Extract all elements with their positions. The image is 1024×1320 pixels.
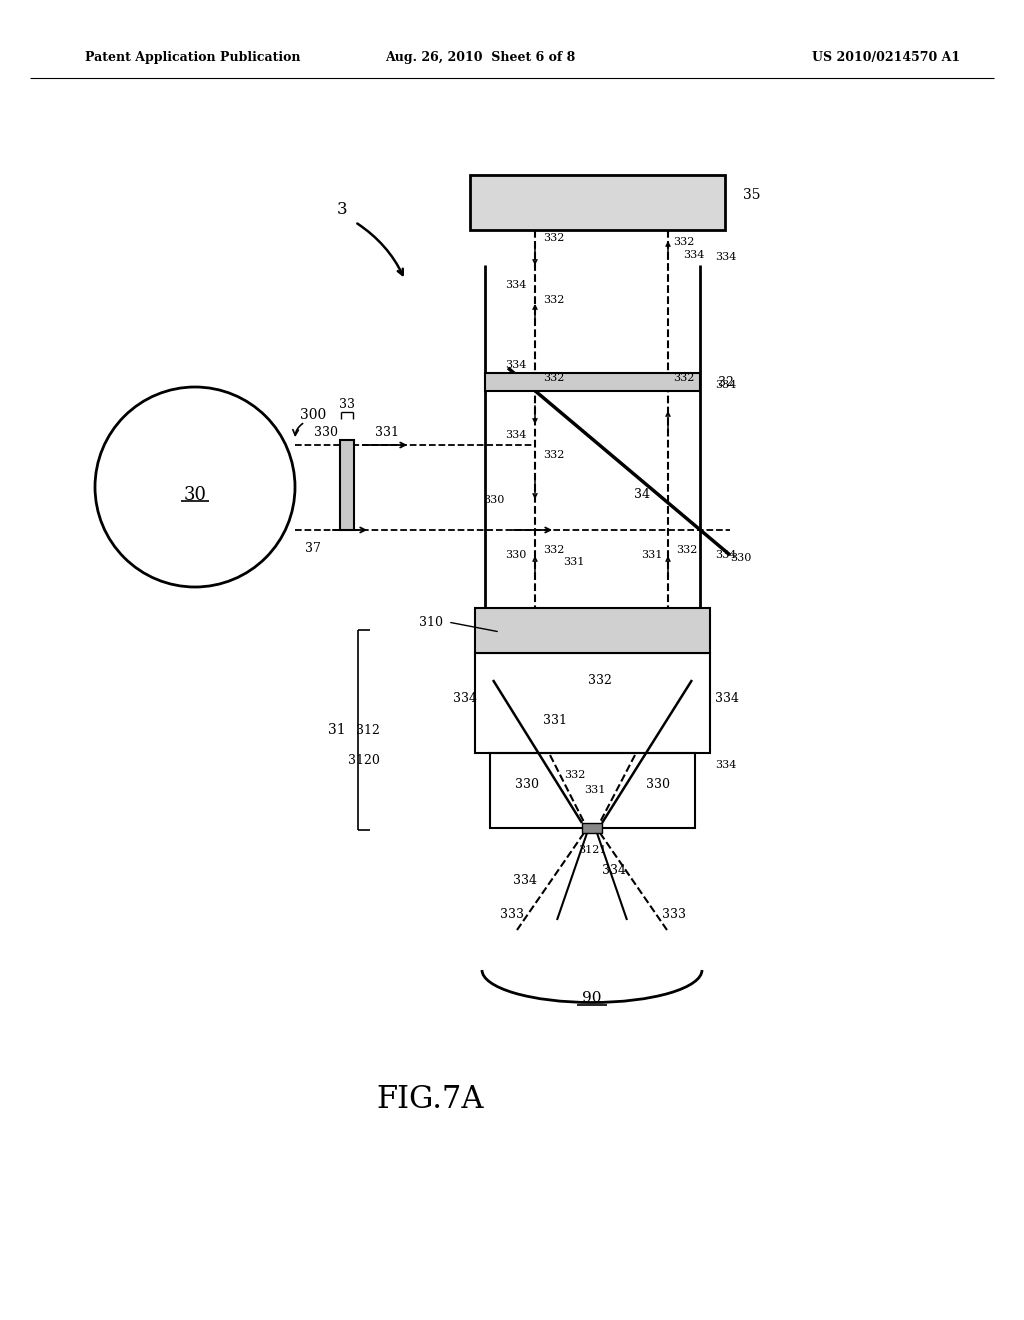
Text: 90: 90	[583, 991, 602, 1005]
Text: 330: 330	[730, 553, 752, 564]
Bar	[490, 752, 695, 828]
Text: Aug. 26, 2010  Sheet 6 of 8: Aug. 26, 2010 Sheet 6 of 8	[385, 51, 575, 65]
Text: 32: 32	[718, 375, 734, 388]
Text: 334: 334	[715, 550, 736, 560]
Text: 331: 331	[543, 714, 567, 726]
Text: 34: 34	[634, 488, 650, 502]
Text: 333: 333	[662, 908, 686, 921]
Text: 37: 37	[305, 541, 321, 554]
Text: 35: 35	[743, 187, 761, 202]
Text: 331: 331	[642, 550, 663, 560]
Text: 333: 333	[500, 908, 524, 921]
Text: 30: 30	[183, 486, 207, 504]
Bar	[582, 822, 602, 833]
Text: 332: 332	[676, 545, 697, 554]
Text: 334: 334	[506, 360, 527, 370]
Text: 332: 332	[564, 770, 586, 780]
Bar	[475, 609, 710, 653]
Text: 332: 332	[543, 450, 564, 459]
Text: 330: 330	[506, 550, 527, 560]
Text: 334: 334	[715, 380, 736, 389]
Text: 332: 332	[543, 294, 564, 305]
Text: 330: 330	[646, 779, 670, 792]
Text: 331: 331	[585, 785, 605, 795]
Text: 334: 334	[683, 249, 705, 260]
Text: FIG.7A: FIG.7A	[376, 1085, 483, 1115]
Text: 332: 332	[543, 545, 564, 554]
Text: 310: 310	[419, 615, 443, 628]
Text: 331: 331	[563, 557, 585, 568]
Text: 3: 3	[337, 202, 347, 219]
Text: 330: 330	[314, 425, 338, 438]
Text: Patent Application Publication: Patent Application Publication	[85, 51, 300, 65]
Bar	[475, 653, 710, 752]
Text: 332: 332	[543, 234, 564, 243]
Text: 330: 330	[515, 779, 539, 792]
Text: 334: 334	[715, 760, 736, 770]
Text: 332: 332	[673, 238, 694, 247]
Text: 332: 332	[543, 374, 564, 383]
Text: 330: 330	[483, 495, 505, 506]
Bar	[470, 176, 725, 230]
Text: 3121: 3121	[578, 845, 606, 855]
Text: US 2010/0214570 A1: US 2010/0214570 A1	[812, 51, 961, 65]
Text: 332: 332	[673, 374, 694, 383]
Text: 300: 300	[300, 408, 327, 422]
Bar	[340, 440, 354, 531]
Text: 312: 312	[356, 723, 380, 737]
Text: 332: 332	[588, 673, 612, 686]
Text: 334: 334	[715, 692, 739, 705]
Text: 3120: 3120	[348, 754, 380, 767]
Text: 334: 334	[453, 692, 477, 705]
Text: 33: 33	[339, 399, 355, 412]
Text: 331: 331	[375, 425, 399, 438]
Text: 334: 334	[715, 252, 736, 261]
Text: 334: 334	[506, 280, 527, 290]
Text: 31: 31	[329, 723, 346, 737]
Bar	[485, 374, 700, 391]
Text: 334: 334	[506, 430, 527, 440]
Text: 334: 334	[602, 863, 626, 876]
Text: 334: 334	[513, 874, 537, 887]
